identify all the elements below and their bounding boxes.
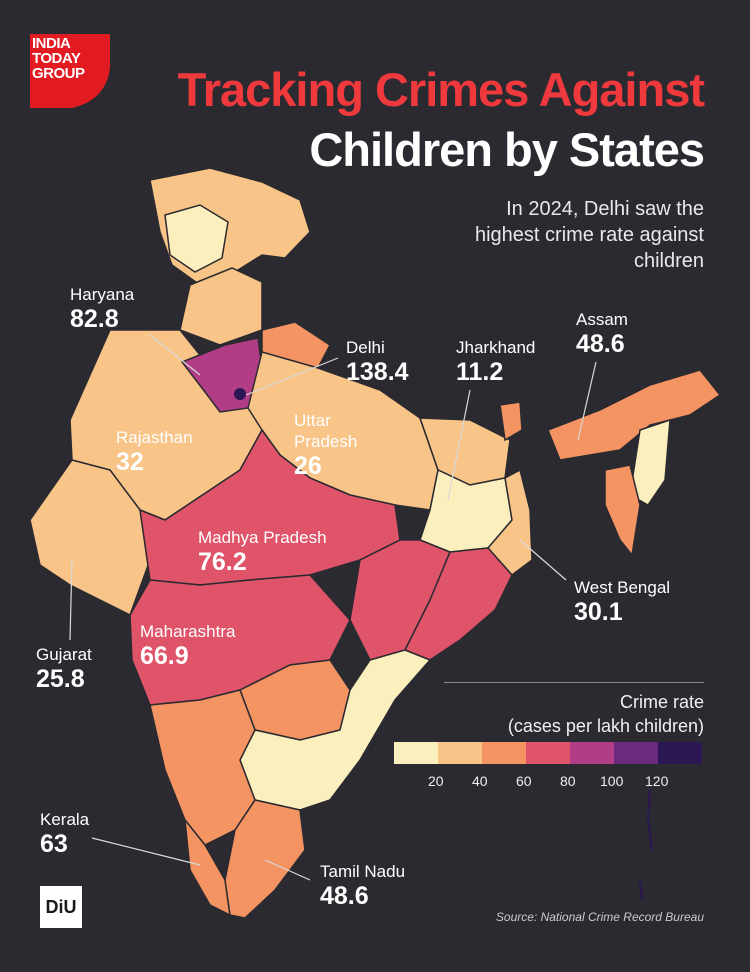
subtitle: In 2024, Delhi saw the highest crime rat…: [474, 198, 704, 272]
state-value: 138.4: [346, 358, 409, 386]
label-tn: Tamil Nadu 48.6: [320, 862, 405, 911]
page-title-line2: Children by States: [309, 123, 705, 176]
label-assam: Assam 48.6: [576, 310, 628, 359]
map-region-delhi: [234, 388, 246, 400]
label-jharkhand: Jharkhand 11.2: [456, 338, 535, 387]
legend-tick: 100: [600, 773, 624, 789]
state-name: Kerala: [40, 810, 90, 829]
legend-swatch: [482, 742, 526, 764]
map-region-himachal: [164, 204, 229, 273]
page-title-line1: Tracking Crimes Against: [177, 63, 705, 116]
state-name: Uttar Pradesh: [294, 411, 358, 451]
state-value: 32: [116, 448, 144, 476]
legend-swatch: [438, 742, 482, 764]
label-haryana: Haryana 82.8: [70, 285, 134, 334]
map-region-odisha: [403, 547, 513, 661]
legend-swatch: [658, 742, 702, 764]
leader-gujarat: [69, 559, 73, 641]
map-region-gujarat: [29, 459, 151, 617]
map-region-sikkim: [499, 401, 523, 442]
logo-badge-icon: [30, 34, 110, 108]
label-maharashtra: Maharashtra 66.9: [140, 622, 235, 671]
state-value: 76.2: [198, 548, 247, 576]
state-name: Haryana: [70, 285, 135, 304]
map-region-wb: [487, 468, 533, 577]
state-value: 26: [294, 452, 322, 480]
legend-swatch: [570, 742, 614, 764]
leader-haryana: [149, 334, 201, 376]
legend-divider: [444, 682, 704, 683]
map-region-northeast-south: [604, 464, 641, 557]
label-delhi: Delhi 138.4: [346, 338, 409, 387]
state-name: Delhi: [346, 338, 385, 357]
legend-tick: 60: [516, 773, 532, 789]
leader-wb: [519, 539, 567, 581]
legend-tick: 40: [472, 773, 488, 789]
map-region-andaman: [639, 789, 653, 901]
state-value: 66.9: [140, 642, 189, 670]
leader-assam: [577, 361, 597, 441]
india-today-logo: INDIA TODAY GROUP: [22, 30, 114, 112]
label-kerala: Kerala 63: [40, 810, 89, 859]
leader-kerala: [91, 837, 201, 866]
label-mp: Madhya Pradesh 76.2: [198, 528, 327, 577]
state-value: 30.1: [574, 598, 623, 626]
state-name: Tamil Nadu: [320, 862, 406, 881]
legend-tick: 80: [560, 773, 576, 789]
state-value: 82.8: [70, 305, 119, 333]
legend-swatch: [394, 742, 438, 764]
state-name: West Bengal: [574, 578, 671, 597]
state-value: 48.6: [576, 330, 625, 358]
leader-tn: [264, 859, 311, 881]
map-region-tn: [224, 799, 306, 919]
map-region-karnataka: [149, 689, 256, 846]
logo-text: INDIA TODAY GROUP: [32, 35, 85, 82]
legend-swatch: [614, 742, 658, 764]
legend-color-scale: [394, 742, 702, 764]
state-name: Assam: [576, 310, 628, 329]
state-value: 25.8: [36, 665, 85, 693]
leader-jharkhand: [447, 389, 471, 501]
label-gujarat: Gujarat 25.8: [36, 645, 92, 694]
label-rajasthan: Rajasthan 32: [116, 428, 193, 477]
state-name: Maharashtra: [140, 622, 236, 641]
diu-logo: DiU: [40, 886, 82, 928]
legend-tick: 120: [645, 773, 669, 789]
source-note: Source: National Crime Record Bureau: [495, 910, 704, 924]
legend-swatch: [526, 742, 570, 764]
legend-title-line2: (cases per lakh children): [507, 716, 704, 736]
label-up: Uttar Pradesh 26: [294, 410, 414, 481]
leader-delhi: [245, 357, 339, 396]
legend-tick: 20: [428, 773, 444, 789]
state-name: Madhya Pradesh: [198, 528, 327, 547]
state-name: Gujarat: [36, 645, 92, 664]
label-wb: West Bengal 30.1: [574, 578, 670, 627]
legend-title: Crime rate (cases per lakh children): [508, 690, 704, 738]
map-region-assam: [547, 369, 722, 461]
state-name: Rajasthan: [116, 428, 193, 447]
state-name: Jharkhand: [456, 338, 536, 357]
legend-title-line1: Crime rate: [619, 692, 704, 712]
leader-lines: [69, 334, 597, 881]
state-value: 48.6: [320, 882, 369, 910]
state-value: 11.2: [456, 358, 504, 386]
state-value: 63: [40, 830, 68, 858]
